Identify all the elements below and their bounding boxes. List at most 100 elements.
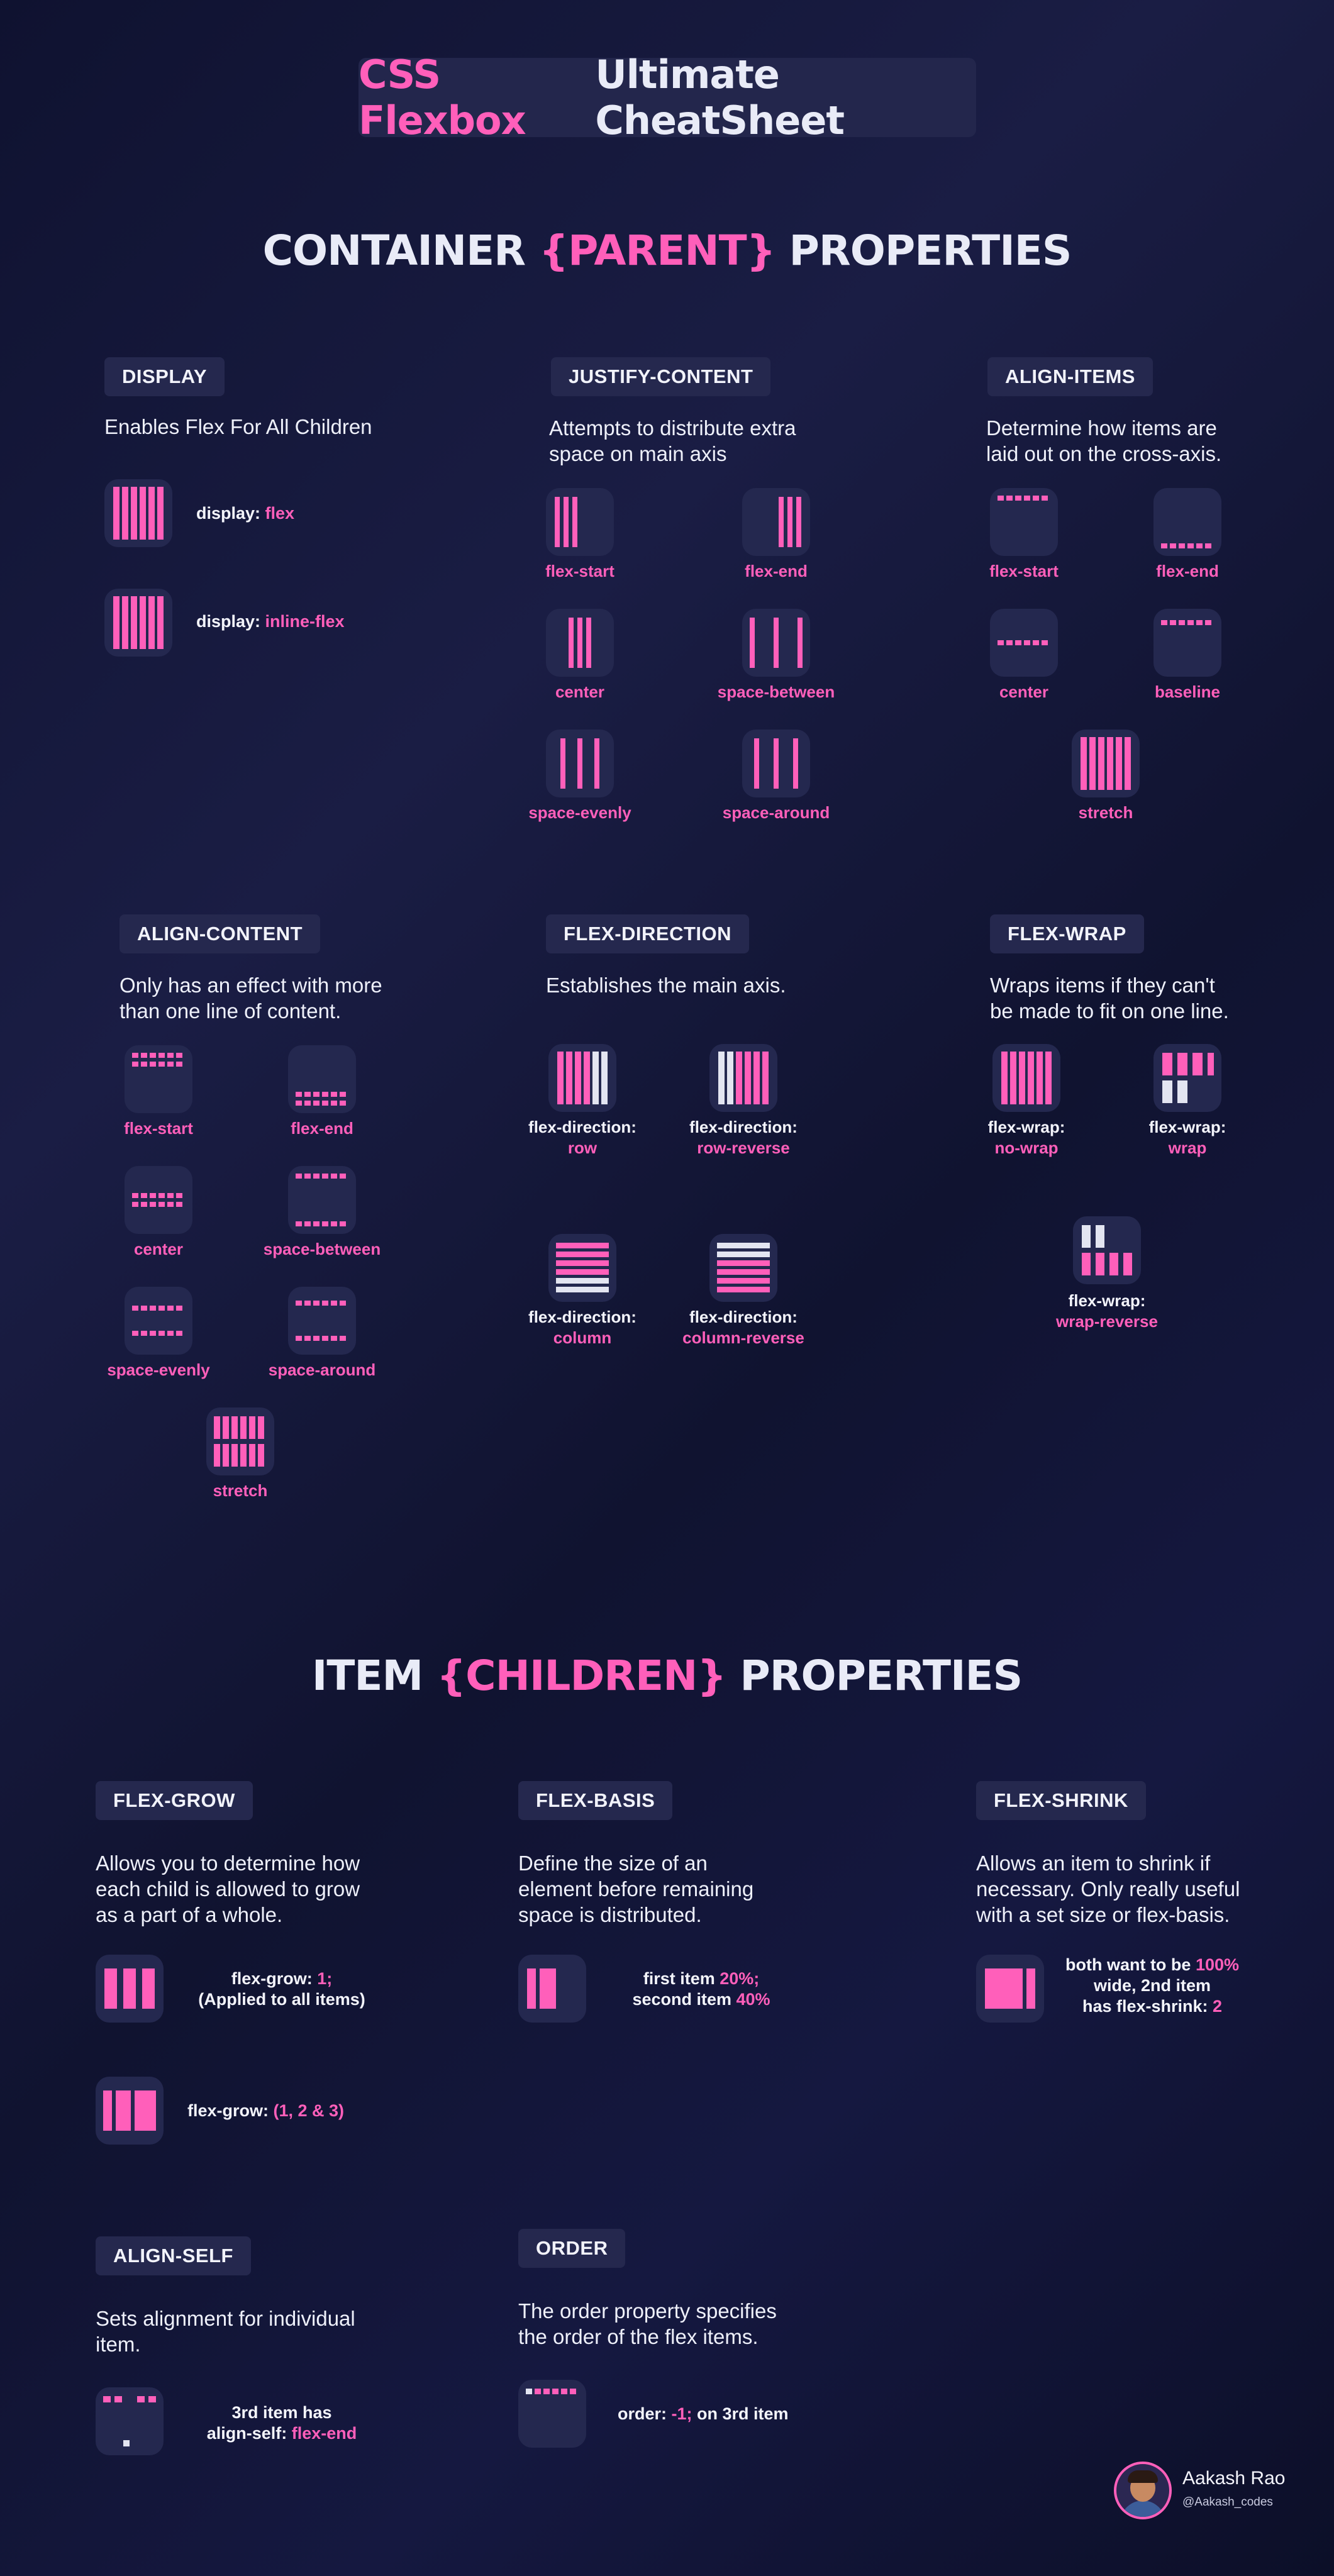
author-handle: @Aakash_codes — [1182, 2496, 1273, 2509]
section-highlight: {CHILDREN} — [436, 1652, 726, 1700]
container-section-title: CONTAINER {PARENT} PROPERTIES — [0, 226, 1334, 275]
justify-content-desc: Attempts to distribute extra space on mai… — [549, 416, 796, 465]
section-highlight: {PARENT} — [539, 226, 776, 275]
align-baseline-icon — [1153, 609, 1221, 677]
flex-direction-column-reverse-icon — [709, 1234, 777, 1302]
flex-wrap-no-wrap-icon — [992, 1044, 1060, 1112]
align-flex-end-icon — [1153, 488, 1221, 556]
display-desc: Enables Flex For All Children — [104, 415, 372, 438]
flex-grow-ratio-icon — [96, 2077, 164, 2145]
section-pre: ITEM — [311, 1652, 437, 1700]
justify-space-between-label: space-between — [717, 682, 835, 701]
order-icon — [518, 2380, 586, 2448]
justify-space-between-icon — [742, 609, 810, 677]
align-content-flex-end-label: flex-end — [291, 1119, 353, 1138]
flex-direction-column-icon — [548, 1234, 616, 1302]
align-flex-start-label: flex-start — [989, 562, 1059, 580]
flex-direction-desc: Establishes the main axis. — [546, 974, 786, 997]
justify-space-around-icon — [742, 730, 810, 797]
display-flex-icon — [104, 479, 172, 547]
flex-direction-row-reverse-label: flex-direction: row-reverse — [689, 1118, 798, 1157]
flex-wrap-tag: FLEX-WRAP — [990, 914, 1144, 953]
justify-content-tag: JUSTIFY-CONTENT — [551, 357, 771, 396]
display-inline-flex-icon — [104, 589, 172, 657]
justify-center-icon — [546, 609, 614, 677]
align-content-tag: ALIGN-CONTENT — [120, 914, 321, 953]
flex-direction-row-label: flex-direction: row — [528, 1118, 636, 1157]
justify-flex-start-icon — [546, 488, 614, 556]
align-stretch-label: stretch — [1078, 803, 1133, 822]
justify-flex-start-label: flex-start — [545, 562, 614, 580]
align-items-desc: Determine how items are laid out on the c… — [986, 416, 1222, 465]
align-content-center-label: center — [133, 1240, 184, 1258]
justify-flex-end-label: flex-end — [745, 562, 808, 580]
align-content-stretch-label: stretch — [213, 1481, 268, 1500]
align-content-space-evenly-label: space-evenly — [107, 1360, 210, 1379]
display-flex-label: display: flex — [196, 504, 295, 523]
flex-shrink-tag: FLEX-SHRINK — [976, 1781, 1146, 1820]
align-content-space-between-icon — [288, 1166, 356, 1234]
flex-grow-ex1-label: flex-grow: 1; (Applied to all items) — [198, 1969, 365, 2009]
flex-basis-tag: FLEX-BASIS — [518, 1781, 673, 1820]
flex-direction-row-icon — [548, 1044, 616, 1112]
flex-shrink-label: both want to be 100% wide, 2nd item has … — [1065, 1955, 1240, 2016]
flex-shrink-icon — [976, 1955, 1044, 2023]
title-pink: CSS Flexbox — [359, 52, 526, 143]
align-content-space-evenly-icon — [125, 1287, 192, 1355]
flex-basis-label: first item 20%; second item 40% — [632, 1969, 770, 2009]
section-post: PROPERTIES — [775, 226, 1072, 275]
align-content-stretch-icon — [206, 1407, 274, 1475]
flex-direction-column-label: flex-direction: column — [528, 1307, 636, 1347]
justify-flex-end-icon — [742, 488, 810, 556]
align-self-tag: ALIGN-SELF — [96, 2236, 251, 2275]
align-stretch-icon — [1072, 730, 1140, 797]
flex-wrap-wrap-reverse-label: flex-wrap: wrap-reverse — [1056, 1291, 1158, 1331]
display-tag: DISPLAY — [104, 357, 225, 396]
title-white: Ultimate CheatSheet — [595, 52, 845, 143]
align-content-flex-start-label: flex-start — [124, 1119, 193, 1138]
align-content-space-around-label: space-around — [268, 1360, 376, 1379]
align-items-tag: ALIGN-ITEMS — [987, 357, 1153, 396]
justify-space-evenly-icon — [546, 730, 614, 797]
align-content-flex-start-icon — [125, 1045, 192, 1113]
flex-wrap-wrap-icon — [1153, 1044, 1221, 1112]
item-section-title: ITEM {CHILDREN} PROPERTIES — [0, 1652, 1334, 1700]
flex-wrap-no-wrap-label: flex-wrap: no-wrap — [987, 1118, 1065, 1157]
align-self-desc: Sets alignment for individual item. — [96, 2307, 355, 2356]
justify-space-around-label: space-around — [722, 803, 830, 822]
section-post: PROPERTIES — [726, 1652, 1023, 1700]
flex-direction-tag: FLEX-DIRECTION — [546, 914, 750, 953]
align-flex-start-icon — [990, 488, 1058, 556]
author-avatar — [1114, 2462, 1172, 2519]
align-content-desc: Only has an effect with more than one lin… — [120, 974, 382, 1023]
order-tag: ORDER — [518, 2229, 626, 2268]
justify-center-label: center — [555, 682, 605, 701]
flex-wrap-wrap-reverse-icon — [1073, 1216, 1141, 1284]
display-inline-flex-label: display: inline-flex — [196, 612, 345, 631]
align-self-icon — [96, 2387, 164, 2455]
align-flex-end-label: flex-end — [1156, 562, 1219, 580]
align-content-center-icon — [125, 1166, 192, 1234]
section-pre: CONTAINER — [262, 226, 540, 275]
flex-shrink-desc: Allows an item to shrink if necessary. On… — [976, 1852, 1240, 1926]
flex-grow-ex2-label: flex-grow: (1, 2 & 3) — [187, 2101, 345, 2120]
align-center-icon — [990, 609, 1058, 677]
page-title: CSS Flexbox Ultimate CheatSheet — [359, 52, 976, 143]
flex-direction-row-reverse-icon — [709, 1044, 777, 1112]
align-center-label: center — [999, 682, 1049, 701]
flex-wrap-wrap-label: flex-wrap: wrap — [1148, 1118, 1226, 1157]
flex-grow-tag: FLEX-GROW — [96, 1781, 253, 1820]
align-content-space-around-icon — [288, 1287, 356, 1355]
author-name: Aakash Rao — [1182, 2468, 1286, 2489]
align-content-space-between-label: space-between — [263, 1240, 381, 1258]
flex-wrap-desc: Wraps items if they can't be made to fit … — [990, 974, 1229, 1023]
justify-space-evenly-label: space-evenly — [528, 803, 631, 822]
flex-grow-equal-icon — [96, 1955, 164, 2023]
align-self-label: 3rd item has align-self: flex-end — [206, 2403, 357, 2443]
align-baseline-label: baseline — [1154, 682, 1221, 701]
flex-basis-icon — [518, 1955, 586, 2023]
order-desc: The order property specifies the order of… — [518, 2299, 777, 2348]
flex-basis-desc: Define the size of an element before rema… — [518, 1852, 754, 1926]
order-label: order: -1; on 3rd item — [618, 2404, 789, 2423]
align-content-flex-end-icon — [288, 1045, 356, 1113]
